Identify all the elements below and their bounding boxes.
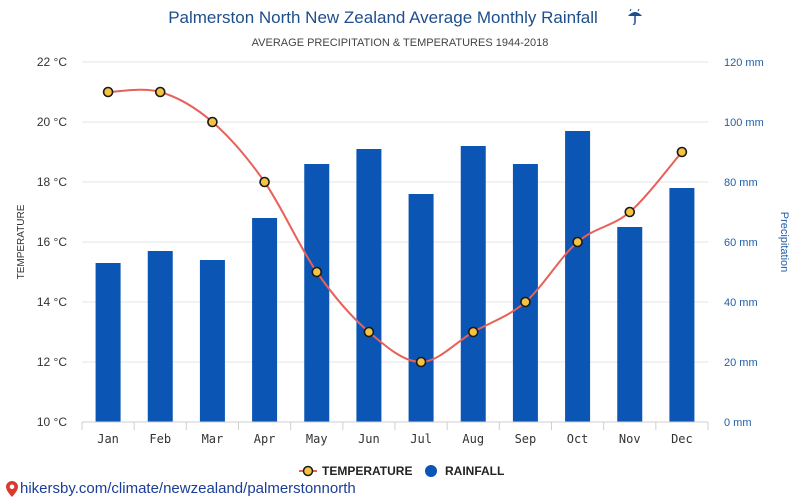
right-tick-label: 20 mm bbox=[724, 357, 758, 369]
source-link[interactable]: hikersby.com/climate/newzealand/palmerst… bbox=[6, 480, 356, 497]
right-axis-ticks: 0 mm 20 mm 40 mm 60 mm 80 mm 100 mm 120 mm bbox=[724, 57, 764, 429]
x-tick-label-feb: Feb bbox=[149, 432, 171, 446]
umbrella-rain-icon bbox=[628, 8, 642, 25]
left-tick-label: 20 °C bbox=[37, 115, 67, 129]
temperature-point-apr[interactable] bbox=[259, 176, 270, 188]
x-tick-label-nov: Nov bbox=[619, 432, 641, 446]
x-tick-label-aug: Aug bbox=[462, 432, 484, 446]
temperature-point-oct[interactable] bbox=[572, 236, 583, 248]
left-tick-label: 18 °C bbox=[37, 175, 67, 189]
left-tick-label: 16 °C bbox=[37, 235, 67, 249]
left-tick-label: 22 °C bbox=[37, 55, 67, 69]
rainfall-bar-oct[interactable] bbox=[565, 131, 591, 422]
temperature-point-jan[interactable] bbox=[102, 86, 114, 98]
temperature-point-feb[interactable] bbox=[154, 86, 166, 98]
rainfall-bar-may[interactable] bbox=[304, 164, 330, 422]
temperature-point-mar[interactable] bbox=[207, 116, 218, 128]
legend-item-temperature[interactable]: TEMPERATURE bbox=[299, 464, 412, 478]
right-axis-title: Precipitation bbox=[778, 212, 790, 273]
right-tick-label: 80 mm bbox=[724, 177, 758, 189]
left-tick-label: 10 °C bbox=[37, 415, 67, 429]
temperature-point-dec[interactable] bbox=[676, 146, 688, 158]
rainfall-bars bbox=[95, 131, 695, 422]
legend-label-temperature: TEMPERATURE bbox=[322, 464, 412, 478]
legend: TEMPERATURE RAINFALL bbox=[299, 464, 504, 478]
x-tick-label-jun: Jun bbox=[358, 432, 380, 446]
source-url: hikersby.com/climate/newzealand/palmerst… bbox=[20, 480, 356, 497]
temperature-point-sep[interactable] bbox=[520, 296, 531, 308]
right-tick-label: 120 mm bbox=[724, 57, 764, 69]
x-tick-label-jan: Jan bbox=[97, 432, 119, 446]
rainfall-bar-aug[interactable] bbox=[460, 146, 486, 422]
chart-title: Palmerston North New Zealand Average Mon… bbox=[168, 8, 598, 27]
x-tick-label-oct: Oct bbox=[567, 432, 589, 446]
temperature-point-jun[interactable] bbox=[363, 326, 375, 338]
x-tick-label-jul: Jul bbox=[410, 432, 432, 446]
rainfall-bar-jan[interactable] bbox=[95, 263, 121, 422]
x-tick-label-apr: Apr bbox=[254, 432, 276, 446]
legend-bar-swatch bbox=[425, 465, 437, 477]
rainfall-bar-jul[interactable] bbox=[408, 194, 434, 422]
legend-item-rainfall[interactable]: RAINFALL bbox=[425, 464, 504, 478]
right-tick-label: 100 mm bbox=[724, 117, 764, 129]
rainfall-bar-jun[interactable] bbox=[356, 149, 382, 422]
x-tick-label-sep: Sep bbox=[515, 432, 537, 446]
rainfall-bar-apr[interactable] bbox=[252, 218, 278, 422]
temperature-point-may[interactable] bbox=[311, 266, 323, 278]
gridlines bbox=[82, 61, 708, 423]
temperature-line bbox=[102, 86, 688, 368]
rainfall-bar-feb[interactable] bbox=[147, 251, 173, 422]
chart-subtitle: AVERAGE PRECIPITATION & TEMPERATURES 194… bbox=[252, 37, 549, 49]
rainfall-bar-nov[interactable] bbox=[617, 227, 643, 422]
temperature-point-nov[interactable] bbox=[624, 206, 636, 218]
legend-marker-swatch bbox=[302, 465, 314, 477]
right-tick-label: 40 mm bbox=[724, 297, 758, 309]
temperature-point-aug[interactable] bbox=[467, 326, 479, 338]
temperature-point-jul[interactable] bbox=[415, 356, 427, 368]
legend-label-rainfall: RAINFALL bbox=[445, 464, 504, 478]
right-tick-label: 0 mm bbox=[724, 417, 752, 429]
x-axis: Jan Feb Mar Apr May Jun Jul Aug Sep Oct Nov Dec bbox=[81, 421, 709, 446]
rainfall-bar-dec[interactable] bbox=[669, 188, 695, 422]
right-tick-label: 60 mm bbox=[724, 237, 758, 249]
left-tick-label: 12 °C bbox=[37, 355, 67, 369]
rainfall-bar-mar[interactable] bbox=[199, 260, 225, 422]
x-tick-label-may: May bbox=[306, 432, 328, 446]
left-axis-ticks: 10 °C 12 °C 14 °C 16 °C 18 °C 20 °C 22 °C bbox=[37, 55, 67, 429]
temperature-curve bbox=[108, 88, 683, 364]
x-tick-label-dec: Dec bbox=[671, 432, 693, 446]
map-pin-icon bbox=[6, 480, 18, 497]
x-tick-label-mar: Mar bbox=[202, 432, 224, 446]
left-tick-label: 14 °C bbox=[37, 295, 67, 309]
left-axis-title: TEMPERATURE bbox=[16, 204, 27, 279]
